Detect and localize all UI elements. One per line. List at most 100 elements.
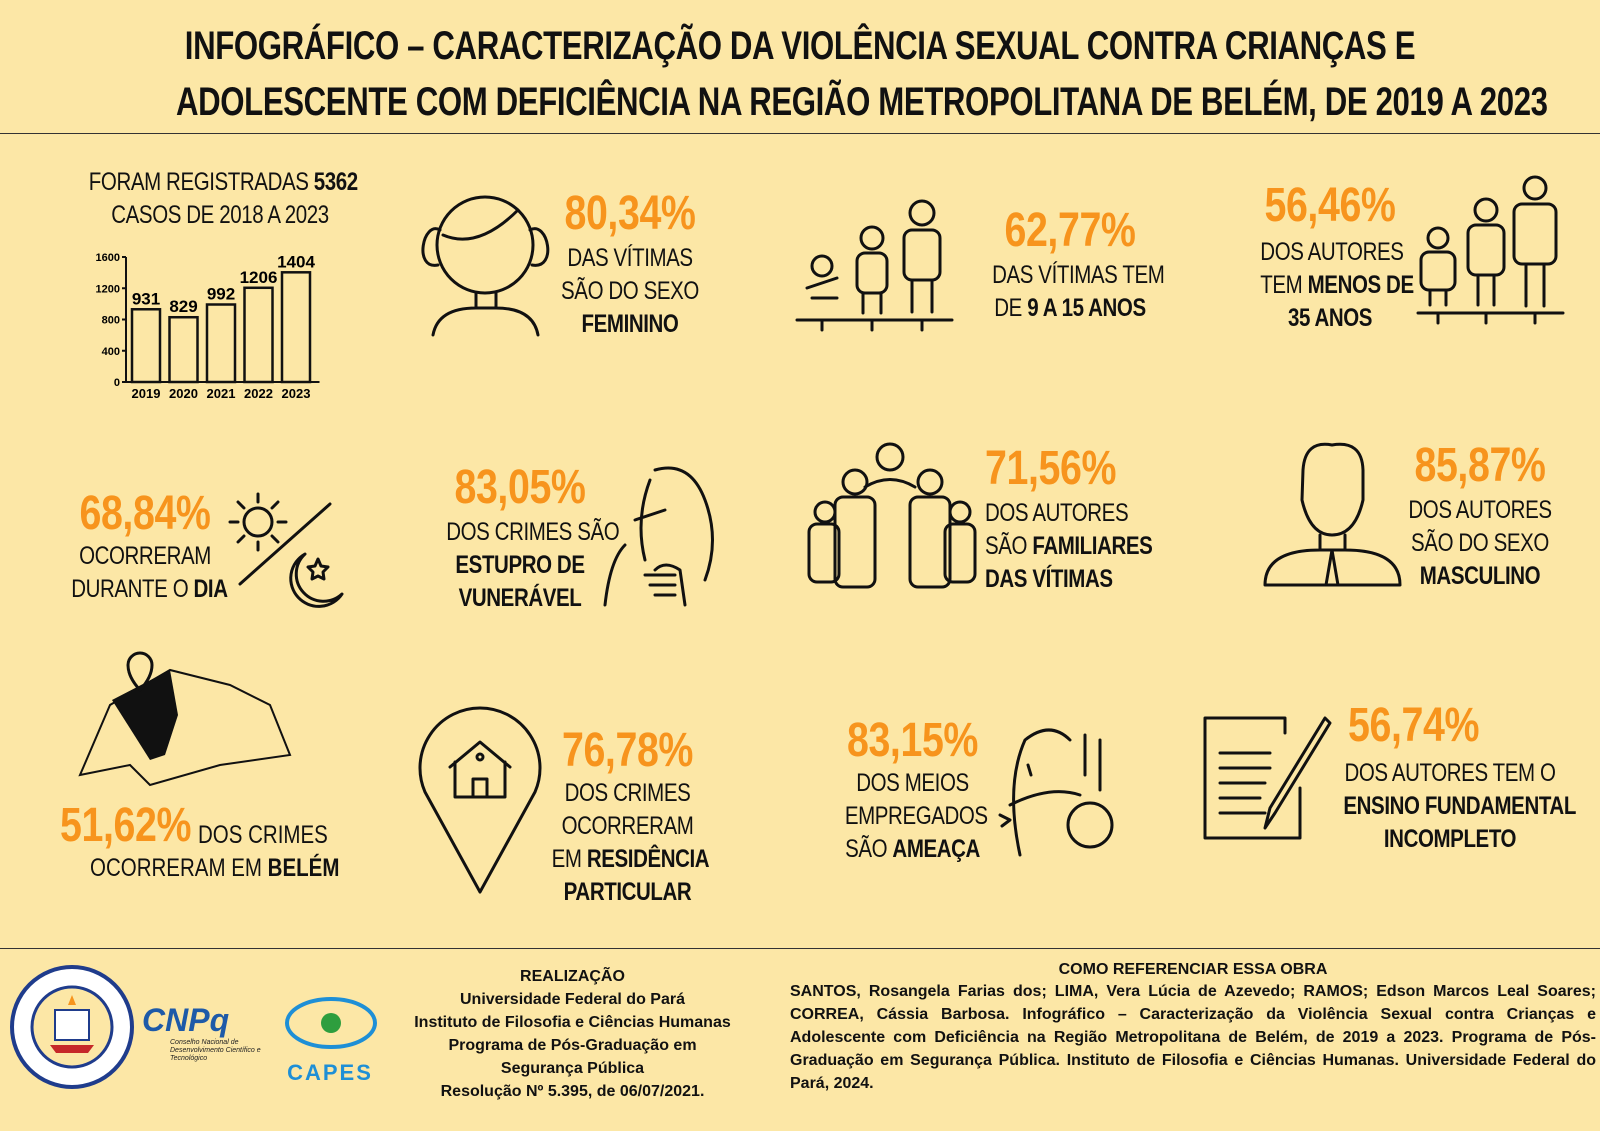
stat-text: DAS VÍTIMAS [567,244,693,272]
x-tick-label: 2021 [207,386,236,401]
capes-logo: CAPES [280,985,380,1086]
realizacao-heading: REALIZAÇÃO [520,968,625,985]
reference-text: SANTOS, Rosangela Farias dos; LIMA, Vera… [790,983,1596,1092]
title-line-1: INFOGRÁFICO – CARACTERIZAÇÃO DA VIOLÊNCI… [184,24,1416,68]
stat-bold: INCOMPLETO [1383,825,1517,853]
stat-percent: 51,62% [60,799,192,852]
stat-text: SÃO [845,835,888,863]
header-divider [0,133,1600,134]
stat-text: OCORRERAM EM [90,854,262,882]
capes-emblem [284,997,377,1049]
cases-bar-chart: 0 400 800 1200 1600 931 2019 829 2020 992 2021 1206… [96,252,320,401]
stat-percent: 56,74% [1348,699,1480,752]
reference-heading: COMO REFERENCIAR ESSA OBRA [1058,961,1328,978]
stat-text: SÃO [985,532,1028,560]
stat-bold: ENSINO FUNDAMENTAL [1343,792,1576,820]
stat-education-text: DOS AUTORES TEM O ENSINO FUNDAMENTAL INCOM… [1320,757,1580,856]
stat-percent: 68,84% [79,487,211,540]
stat-bold: PARTICULAR [563,878,692,906]
cnpq-subtitle: Conselho Nacional de Desenvolvimento Cie… [170,1039,261,1062]
stat-text: OCORRERAM [79,542,211,570]
stat-text: DOS CRIMES SÃO [446,518,620,546]
cases-total: 5362 [313,168,358,196]
adults-ages-icon [1416,175,1565,325]
stat-threat: 83,15% DOS MEIOS EMPREGADOS SÃO AMEAÇA [830,715,995,866]
y-tick-label: 400 [102,346,120,358]
realizacao-line: Segurança Pública [500,1060,645,1077]
stat-text: OCORRERAM [561,812,694,840]
stat-text: DOS AUTORES [1408,496,1552,524]
cases-prefix: FORAM REGISTRADAS [88,168,309,196]
stat-percent: 83,05% [454,461,586,514]
stat-bold: DIA [193,575,228,603]
stat-bold: FEMININO [581,310,679,338]
x-tick-label: 2022 [244,386,273,401]
stat-bold: MASCULINO [1419,562,1541,590]
y-tick-label: 0 [114,377,120,389]
stat-bold: 35 ANOS [1287,304,1373,332]
stat-bold: VUNERÁVEL [458,584,582,612]
stat-percent: 56,46% [1264,179,1396,232]
bar-2021 [205,303,237,384]
cases-summary: FORAM REGISTRADAS 5362 CASOS DE 2018 A 2… [60,166,380,232]
stat-text: EMPREGADOS [844,802,988,830]
cnpq-text: CNPq [142,1002,230,1038]
stat-percent: 62,77% [1004,204,1136,257]
ufpa-logo [10,965,134,1089]
stat-rape-vulnerable: 83,05% DOS CRIMES SÃO ESTUPRO DE VUNERÁVEL [430,461,620,615]
man-icon [1263,442,1402,587]
bar-value-label: 992 [207,285,235,304]
realizacao-line: Resolução Nº 5.395, de 06/07/2021. [440,1083,705,1100]
stat-family-authors: 71,56% DOS AUTORES SÃO FAMILIARES DAS VÍTI… [985,443,1175,596]
stat-text: DAS VÍTIMAS TEM [992,261,1165,289]
stat-bold: AMEAÇA [892,835,980,863]
stat-text: DOS AUTORES TEM O [1344,759,1556,787]
stat-percent: 71,56% [985,442,1117,495]
stat-female-victims: 80,34% DAS VÍTIMAS SÃO DO SEXO FEMININO [540,188,720,341]
stat-bold: ESTUPRO DE [455,551,585,579]
bar-2019 [130,308,162,384]
cnpq-logo: CNPq Conselho Nacional de Desenvolviment… [142,1002,282,1063]
stat-text: TEM [1260,271,1303,299]
stat-bold: 9 A 15 ANOS [1027,294,1146,322]
children-ages-icon [795,199,954,332]
cases-period: CASOS DE 2018 A 2023 [111,201,329,229]
threat-icon [998,728,1114,857]
stat-victim-age: 62,77% DAS VÍTIMAS TEM DE 9 A 15 ANOS [975,205,1165,325]
stat-percent: 80,34% [564,187,696,240]
realizacao-line: Instituto de Filosofia e Ciências Humana… [414,1014,731,1031]
x-tick-label: 2019 [132,386,161,401]
stat-text: DOS CRIMES [564,779,691,807]
realizacao-line: Programa de Pós-Graduação em [448,1037,697,1054]
y-tick-label: 1200 [96,283,120,295]
stat-text: SÃO DO SEXO [1411,529,1549,557]
stat-male-authors: 85,87% DOS AUTORES SÃO DO SEXO MASCULINO [1390,440,1570,593]
x-tick-label: 2023 [282,386,311,401]
x-tick-label: 2020 [169,386,198,401]
y-tick-label: 800 [102,315,120,327]
bar-value-label: 829 [169,297,197,316]
realizacao-line: Universidade Federal do Pará [460,991,685,1008]
stat-daytime: 68,84% OCORRERAM DURANTE O DIA [55,488,235,606]
stat-education: 56,74% [1340,700,1540,752]
bar-2023 [280,271,312,384]
bar-value-label: 1206 [240,268,278,287]
belem-map-icon [78,651,292,787]
stat-text: DE [994,294,1022,322]
capes-text: CAPES [287,1060,373,1085]
realizacao: REALIZAÇÃO Universidade Federal do Pará … [385,965,760,1103]
girl-icon [421,195,550,337]
page-title: INFOGRÁFICO – CARACTERIZAÇÃO DA VIOLÊNCI… [0,18,1600,130]
bar-value-label: 1404 [277,252,315,271]
stat-percent: 76,78% [561,724,694,777]
bar-2022 [243,286,274,384]
footer-divider [0,948,1600,949]
stat-author-age: 56,46% DOS AUTORES TEM MENOS DE 35 ANOS [1245,180,1415,335]
stat-text: DOS MEIOS [856,769,969,797]
stat-percent: 83,15% [846,714,979,767]
stat-percent: 85,87% [1414,439,1546,492]
y-tick-label: 1600 [96,252,120,264]
stat-residence: 76,78% DOS CRIMES OCORRERAM EM RESIDÊNCIA P… [535,725,720,909]
stat-text: DOS AUTORES [1260,238,1404,266]
stat-bold: FAMILIARES [1032,532,1153,560]
